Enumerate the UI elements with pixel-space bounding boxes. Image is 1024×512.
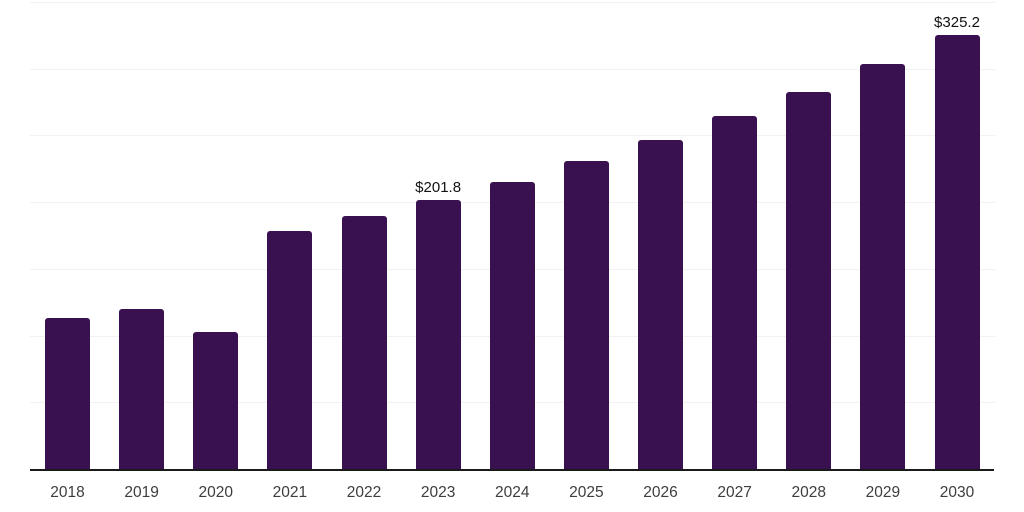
bar-2018 (45, 317, 90, 469)
x-tick-label-2018: 2018 (50, 484, 85, 501)
bar-2027 (712, 115, 758, 469)
bar-2024 (489, 181, 535, 469)
x-tick-label-2019: 2019 (124, 484, 159, 501)
bar-2026 (638, 139, 683, 469)
x-tick-label-2022: 2022 (346, 484, 382, 501)
x-tick-label-2024: 2024 (495, 484, 530, 501)
x-tick-label-2023: 2023 (420, 484, 456, 501)
gridline-250 (30, 135, 995, 137)
x-tick-label-2026: 2026 (643, 484, 678, 501)
gridline-350 (30, 2, 995, 3)
x-tick-label-2030: 2030 (939, 484, 975, 501)
bar-2029 (860, 63, 906, 469)
x-axis-line (30, 469, 994, 471)
x-tick-label-2027: 2027 (717, 484, 752, 501)
x-tick-label-2021: 2021 (272, 484, 308, 501)
bar-2030 (934, 35, 980, 469)
bar-2022 (341, 216, 387, 469)
data-label-2023: $201.8 (415, 178, 462, 196)
gridline-300 (30, 68, 995, 70)
bar-2023 (415, 199, 461, 469)
data-label-2030: $325.2 (934, 14, 980, 32)
bar-2019 (119, 309, 165, 469)
x-tick-label-2029: 2029 (865, 484, 901, 501)
bar-2021 (267, 230, 313, 469)
bar-2025 (563, 160, 609, 469)
x-tick-label-2028: 2028 (791, 484, 826, 501)
x-tick-label-2025: 2025 (569, 484, 604, 501)
x-tick-label-2020: 2020 (198, 484, 233, 501)
bar-2028 (786, 92, 832, 469)
bar-2020 (193, 332, 239, 469)
plot-area: $201.8 $325.2 (30, 2, 995, 471)
